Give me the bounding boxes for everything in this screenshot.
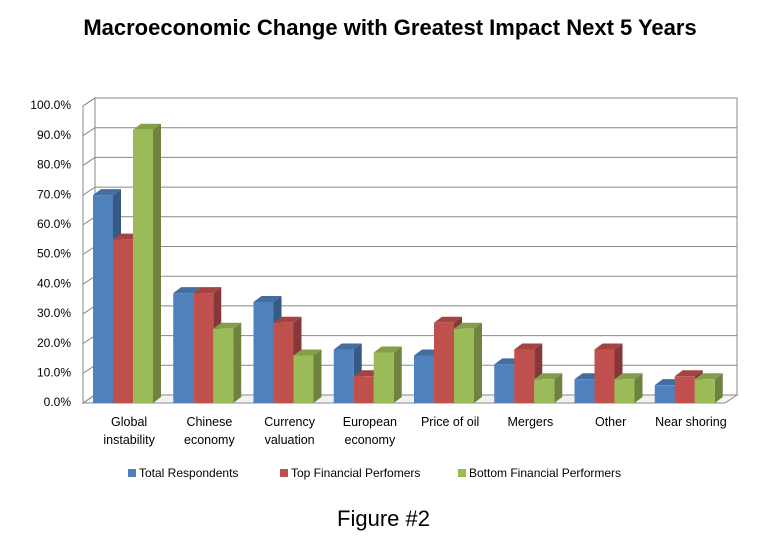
legend-swatch [458,469,466,477]
bar-front [494,364,515,403]
x-tick-label: Price of oil [420,415,480,429]
bar-front [434,322,454,403]
grid-line [82,186,737,196]
chart-title: Macroeconomic Change with Greatest Impac… [83,15,697,40]
bar-front [594,349,615,403]
bar-top [373,346,402,353]
x-tick-label: Other [594,415,627,429]
bar-top [434,316,462,323]
bar-top [173,287,202,294]
bar-front [133,129,153,403]
bar [373,346,402,403]
y-tick-label: 50.0% [37,247,71,261]
bar-top [193,287,222,294]
figure-caption: Figure #2 [337,506,430,531]
bar-side [714,373,723,403]
bar-top [333,343,362,350]
bar-top [454,322,482,329]
bar-top [594,343,623,350]
legend-swatch [128,469,136,477]
bar-front [514,349,535,403]
y-tick-label: 70.0% [37,187,71,201]
bar-side [634,373,643,403]
legend-swatch [280,469,288,477]
bar-side [393,346,402,403]
bar [293,349,322,403]
bar-top [213,322,242,329]
y-tick-label: 0.0% [44,395,72,409]
bar [454,322,482,403]
grid-line [82,127,737,137]
y-tick-label: 30.0% [37,306,71,320]
legend-label: Bottom Financial Performers [469,466,621,480]
grid-line [82,156,737,166]
y-tick-label: 100.0% [30,98,71,112]
bar [213,322,242,403]
bar-front [674,376,695,403]
bar [614,373,643,403]
y-tick-label: 60.0% [37,217,71,231]
x-tick-label: Global instability [103,415,155,447]
bar-front [353,376,374,403]
bar-top [514,343,543,350]
bar-front [293,355,314,403]
y-tick-label: 20.0% [37,336,71,350]
bar-top [273,316,302,323]
y-tick-label: 40.0% [37,276,71,290]
bar-front [614,379,635,403]
bar-top [674,370,703,377]
bar-top [253,296,282,303]
x-tick-label: Mergers [507,415,554,429]
bar-front [113,239,133,403]
bar [133,123,161,403]
bar-front [454,328,474,403]
y-tick-label: 10.0% [37,365,71,379]
x-tick-label: Near shoring [655,415,727,429]
bar-front [193,293,214,403]
bar-side [153,123,161,403]
grid-line [82,97,737,107]
x-tick-label: Currency valuation [264,415,315,447]
bar-front [373,352,394,403]
y-tick-label: 90.0% [37,128,71,142]
bar-top [133,123,161,130]
bar-front [253,302,274,403]
bar-side [313,349,322,403]
bar-front [93,195,113,403]
bar-front [173,293,194,403]
bar-front [273,322,294,403]
bar-front [654,385,675,403]
bar-side [474,322,482,403]
x-tick-label: European economy [342,415,397,447]
bar-front [333,349,354,403]
bar-front [694,379,715,403]
x-tick-label: Chinese economy [184,415,235,447]
bar-side [233,322,242,403]
bar-top [614,373,643,380]
bar-front [213,328,234,403]
bar-top [293,349,322,356]
bar-top [93,189,121,196]
bar-top [694,373,723,380]
bar [694,373,723,403]
bar [534,373,563,403]
legend-label: Total Respondents [139,466,238,480]
bar-top [534,373,563,380]
bar-front [534,379,555,403]
y-tick-label: 80.0% [37,158,71,172]
bar-front [414,355,434,403]
bar-front [574,379,595,403]
bar-side [554,373,563,403]
legend-label: Top Financial Perfomers [291,466,420,480]
